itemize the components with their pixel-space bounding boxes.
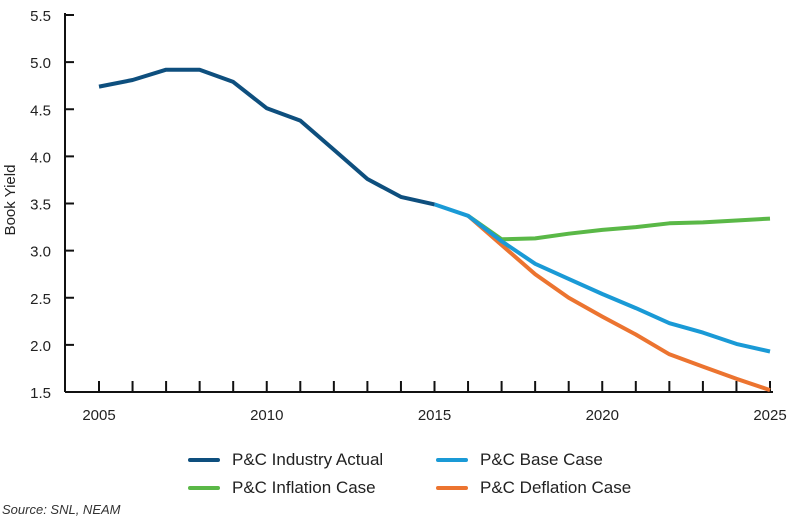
legend-item-base-case: P&C Base Case	[436, 450, 603, 470]
y-tick-label: 3.5	[30, 197, 51, 214]
x-tick-label: 2015	[418, 407, 451, 424]
y-tick-label: 5.0	[30, 55, 51, 72]
y-tick-label: 2.0	[30, 338, 51, 355]
series-lines	[98, 67, 771, 392]
legend-item-industry-actual: P&C Industry Actual	[188, 450, 383, 470]
x-tick-label: 2010	[250, 407, 283, 424]
legend-label-industry-actual: P&C Industry Actual	[232, 450, 384, 469]
legend-swatch-base-case	[436, 458, 468, 462]
y-tick-label: 5.5	[30, 8, 51, 25]
series-line-p-c-inflation-case	[466, 214, 771, 242]
legend-swatch-deflation-case	[436, 486, 468, 490]
y-axis-title: Book Yield	[2, 165, 19, 236]
y-tick-label: 4.0	[30, 149, 51, 166]
legend-label-deflation-case: P&C Deflation Case	[480, 478, 632, 497]
legend-item-deflation-case: P&C Deflation Case	[436, 478, 631, 498]
x-tick-label: 2005	[82, 407, 115, 424]
legend-label-inflation-case: P&C Inflation Case	[232, 478, 376, 497]
series-line-p-c-industry-actual	[98, 67, 435, 207]
x-tick-label: 2025	[753, 407, 786, 424]
y-tick-label: 2.5	[30, 291, 51, 308]
legend-swatch-industry-actual	[188, 458, 220, 462]
x-tick-label: 2020	[586, 407, 619, 424]
line-chart: 1.5 2.0 2.5 3.0 3.5 4.0 4.5 5.0 5.5 2005 2010 2015 2…	[2, 8, 787, 424]
y-tick-label: 4.5	[30, 102, 51, 119]
y-tick-label: 3.0	[30, 244, 51, 261]
legend-label-base-case: P&C Base Case	[480, 450, 603, 469]
source-note: Source: SNL, NEAM	[2, 502, 121, 517]
chart-axes: 1.5 2.0 2.5 3.0 3.5 4.0 4.5 5.0 5.5 2005 2010 2015 2…	[30, 8, 787, 424]
series-line-p-c-deflation-case	[466, 214, 771, 392]
legend-swatch-inflation-case	[188, 486, 220, 490]
series-line-p-c-base-case	[433, 202, 771, 354]
legend-item-inflation-case: P&C Inflation Case	[188, 478, 376, 498]
y-tick-label: 1.5	[30, 385, 51, 402]
